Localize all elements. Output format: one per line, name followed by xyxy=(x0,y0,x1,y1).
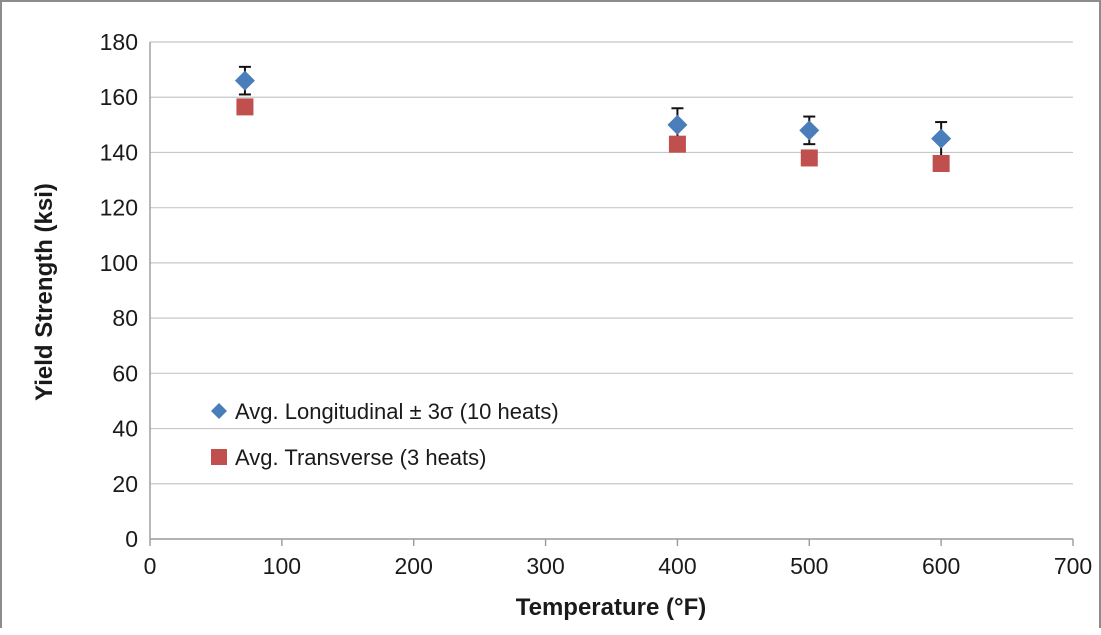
x-tick-label: 100 xyxy=(263,553,301,579)
transverse-point xyxy=(800,149,818,167)
longitudinal-point xyxy=(667,114,688,135)
y-tick-label: 20 xyxy=(112,471,138,497)
y-tick-label: 180 xyxy=(100,29,138,55)
transverse-point xyxy=(932,154,950,172)
grid-layer xyxy=(150,41,1073,485)
y-tick-label: 160 xyxy=(100,84,138,110)
x-tick-label: 700 xyxy=(1054,553,1092,579)
y-tick-label: 80 xyxy=(112,305,138,331)
y-tick-label: 60 xyxy=(112,360,138,386)
x-tick-label: 0 xyxy=(144,553,157,579)
y-tick-label: 0 xyxy=(125,526,138,552)
legend-diamond-marker xyxy=(211,403,227,419)
errorbar-layer xyxy=(238,65,948,159)
x-tick-label: 300 xyxy=(526,553,564,579)
y-tick-label: 40 xyxy=(112,416,138,442)
legend-label-transverse: Avg. Transverse (3 heats) xyxy=(235,445,487,470)
longitudinal-point xyxy=(931,128,952,149)
longitudinal-point xyxy=(799,120,820,141)
legend-item-longitudinal: Avg. Longitudinal ± 3σ (10 heats) xyxy=(211,399,559,424)
y-tick-label: 140 xyxy=(100,139,138,165)
transverse-point xyxy=(668,135,686,153)
y-axis-title: Yield Strength (ksi) xyxy=(31,183,58,401)
legend-square-marker xyxy=(211,449,227,465)
legend-label-longitudinal: Avg. Longitudinal ± 3σ (10 heats) xyxy=(235,399,559,424)
x-tick-label: 600 xyxy=(922,553,960,579)
axis-layer: 0 20 40 60 80 100 120 140 160 180 0 100 200 300 400 500… xyxy=(100,29,1093,579)
transverse-point xyxy=(236,98,254,116)
legend-item-transverse: Avg. Transverse (3 heats) xyxy=(211,445,487,470)
marker-layer xyxy=(234,70,952,172)
longitudinal-point xyxy=(234,70,255,91)
y-tick-label: 120 xyxy=(100,195,138,221)
x-tick-label: 200 xyxy=(395,553,433,579)
x-axis-title: Temperature (°F) xyxy=(516,594,707,621)
x-tick-label: 400 xyxy=(658,553,696,579)
y-tick-label: 100 xyxy=(100,250,138,276)
x-tick-label: 500 xyxy=(790,553,828,579)
legend: Avg. Longitudinal ± 3σ (10 heats) Avg. T… xyxy=(211,399,559,470)
